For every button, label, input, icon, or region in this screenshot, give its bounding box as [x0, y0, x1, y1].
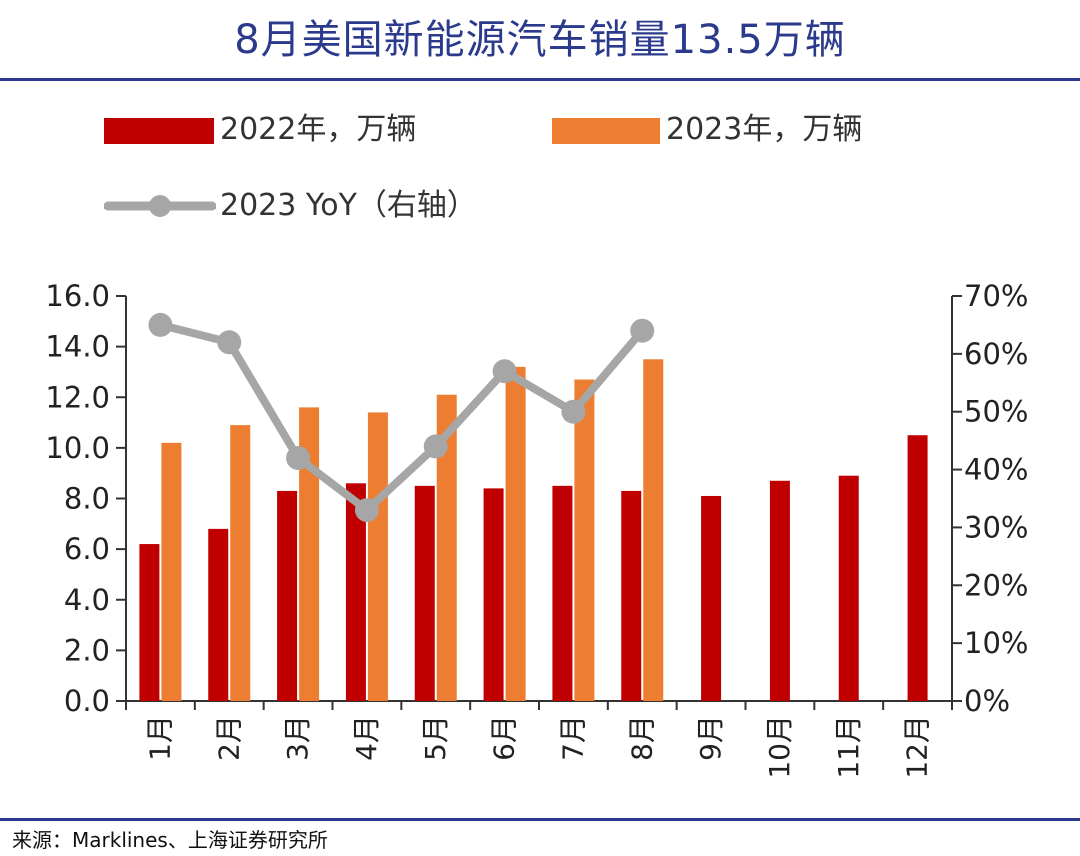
x-axis-tick-label: 6月	[488, 715, 521, 761]
bar-2022	[838, 475, 859, 701]
bar-2023	[367, 412, 388, 701]
footer-divider	[0, 818, 1080, 821]
legend-item-2023: 2023年，万辆	[552, 110, 912, 150]
yoy-point	[630, 318, 655, 343]
yoy-point	[286, 446, 311, 470]
x-axis-tick-label: 3月	[281, 715, 314, 761]
left-axis-tick-label: 8.0	[64, 482, 110, 516]
right-axis-tick-label: 50%	[964, 395, 1028, 429]
bar-2023	[505, 366, 526, 701]
bar-2023	[574, 379, 595, 701]
x-axis-tick-label: 12月	[901, 715, 934, 779]
legend-swatch-2022	[104, 118, 214, 144]
right-axis-tick-label: 60%	[964, 337, 1028, 371]
x-axis-tick-label: 7月	[556, 715, 589, 761]
bar-2022	[552, 485, 573, 701]
yoy-line	[156, 320, 647, 515]
yoy-point	[561, 399, 586, 424]
right-axis-tick-label: 0%	[964, 684, 1010, 718]
bar-2022	[414, 485, 435, 701]
x-axis-tick-label: 2月	[212, 715, 245, 761]
bar-2022	[769, 480, 790, 701]
bar-2022	[701, 495, 722, 701]
bar-2022	[345, 483, 366, 701]
bar-2022	[483, 488, 504, 701]
x-axis-tick-label: 5月	[419, 715, 452, 761]
left-axis-tick-label: 4.0	[64, 583, 110, 617]
bar-2023	[230, 425, 251, 701]
right-axis-tick-label: 10%	[964, 626, 1028, 660]
left-axis-tick-label: 6.0	[64, 532, 110, 566]
left-axis-tick-label: 12.0	[45, 380, 110, 414]
x-axis-tick-label: 1月	[143, 715, 176, 761]
yoy-point	[217, 330, 242, 355]
legend-item-2022: 2022年，万辆	[104, 110, 444, 150]
x-axis-tick-label: 11月	[832, 715, 865, 779]
legend-label-2023: 2023年，万辆	[666, 112, 863, 147]
right-axis-tick-label: 70%	[964, 279, 1028, 313]
legend-swatch-yoy	[104, 195, 216, 217]
x-axis-tick-label: 10月	[763, 715, 796, 779]
x-axis-tick-label: 8月	[625, 715, 658, 761]
left-axis-tick-label: 16.0	[45, 279, 110, 313]
left-axis-tick-label: 0.0	[64, 684, 110, 718]
yoy-point	[354, 498, 379, 523]
yoy-point	[423, 434, 448, 459]
bar-2022	[621, 490, 642, 701]
left-axis-tick-label: 14.0	[45, 330, 110, 364]
bar-2022	[208, 528, 229, 701]
left-axis-tick-label: 10.0	[45, 431, 110, 465]
bar-2023	[299, 407, 320, 701]
x-axis-tick-label: 4月	[350, 715, 383, 761]
bar-2023	[161, 442, 182, 701]
source-note: 来源：Marklines、上海证券研究所	[12, 828, 328, 852]
bar-2022	[139, 544, 160, 701]
bar-2023	[436, 394, 457, 701]
legend-label-yoy: 2023 YoY（右轴）	[220, 188, 477, 223]
right-axis-tick-label: 20%	[964, 568, 1028, 602]
right-axis-tick-label: 40%	[964, 453, 1028, 487]
legend-item-yoy: 2023 YoY（右轴）	[104, 186, 564, 226]
left-axis-tick-label: 2.0	[64, 633, 110, 667]
yoy-point	[492, 359, 517, 384]
bar-2022	[277, 490, 298, 701]
legend-label-2022: 2022年，万辆	[220, 112, 417, 147]
yoy-point	[148, 312, 173, 337]
bar-2022	[907, 435, 928, 701]
x-axis-tick-label: 9月	[694, 715, 727, 761]
legend-swatch-2023	[552, 118, 660, 144]
title-divider	[0, 78, 1080, 81]
bar-2023	[643, 359, 664, 701]
chart-title: 8月美国新能源汽车销量13.5万辆	[234, 17, 846, 63]
right-axis-tick-label: 30%	[964, 510, 1028, 544]
